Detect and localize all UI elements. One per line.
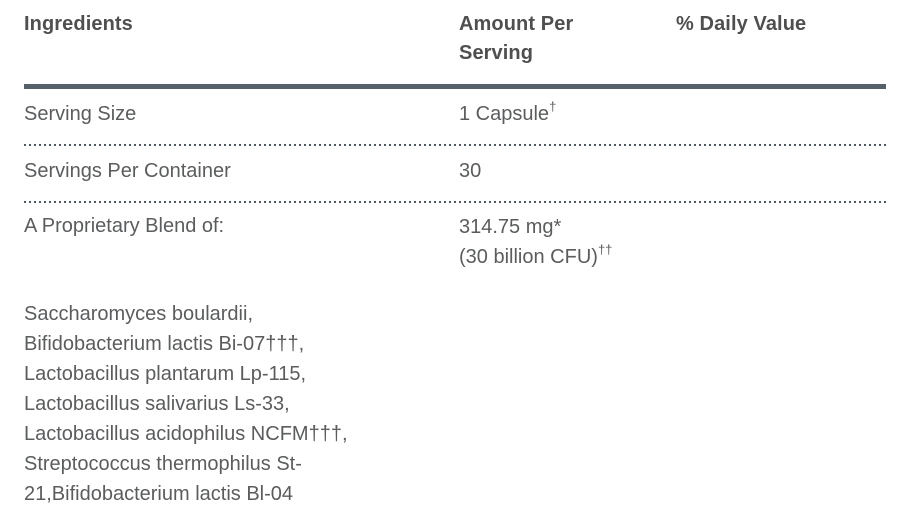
blend-ingredient-line: Saccharomyces boulardii, bbox=[24, 303, 253, 325]
amount-value: 30 bbox=[459, 160, 482, 182]
row-amount: 1 Capsule† bbox=[459, 100, 676, 129]
cfu-text: (30 billion CFU) bbox=[459, 246, 598, 268]
blend-ingredient-line: Lactobacillus plantarum Lp-115, bbox=[24, 363, 307, 385]
row-label: Serving Size bbox=[24, 103, 137, 125]
row-label: Servings Per Container bbox=[24, 160, 231, 182]
table-header-row: Ingredients Amount Per Serving % Daily V… bbox=[24, 10, 886, 84]
dagger-footnote-marker: † bbox=[549, 99, 557, 115]
proprietary-blend-ingredient-list: Saccharomyces boulardii, Bifidobacterium… bbox=[24, 299, 886, 525]
table-row-proprietary-blend: A Proprietary Blend of: 314.75 mg* (30 b… bbox=[24, 203, 886, 287]
row-divider-dotted bbox=[24, 201, 886, 203]
row-label: A Proprietary Blend of: bbox=[24, 215, 225, 237]
blend-ingredient-line: Lactobacillus acidophilus NCFM†††, bbox=[24, 423, 348, 445]
table-row-serving-size: Serving Size 1 Capsule† bbox=[24, 89, 886, 144]
header-divider-rule bbox=[24, 84, 886, 89]
row-amount: 314.75 mg* (30 billion CFU)†† bbox=[459, 212, 676, 272]
table-row-servings-per-container: Servings Per Container 30 bbox=[24, 146, 886, 201]
amount-cfu-value: (30 billion CFU)†† bbox=[459, 242, 676, 272]
amount-value: 1 Capsule bbox=[459, 103, 550, 125]
amount-mg-value: 314.75 mg* bbox=[459, 216, 562, 238]
column-header-ingredients: Ingredients bbox=[24, 13, 133, 35]
blend-ingredient-line: 21,Bifidobacterium lactis Bl-04 bbox=[24, 483, 294, 505]
blend-ingredient-line: Lactobacillus salivarius Ls-33, bbox=[24, 393, 290, 415]
blend-ingredient-line: Bifidobacterium lactis Bi-07†††, bbox=[24, 333, 305, 355]
column-header-daily-value: % Daily Value bbox=[676, 13, 807, 35]
row-amount: 30 bbox=[459, 157, 676, 186]
row-divider-dotted bbox=[24, 144, 886, 146]
blend-ingredient-line: Streptococcus thermophilus St- bbox=[24, 453, 302, 475]
column-header-amount-per-serving: Amount Per Serving bbox=[459, 10, 676, 68]
column-header-amount-per-serving-label: Amount Per Serving bbox=[459, 13, 574, 64]
double-dagger-footnote-marker: †† bbox=[597, 242, 613, 258]
